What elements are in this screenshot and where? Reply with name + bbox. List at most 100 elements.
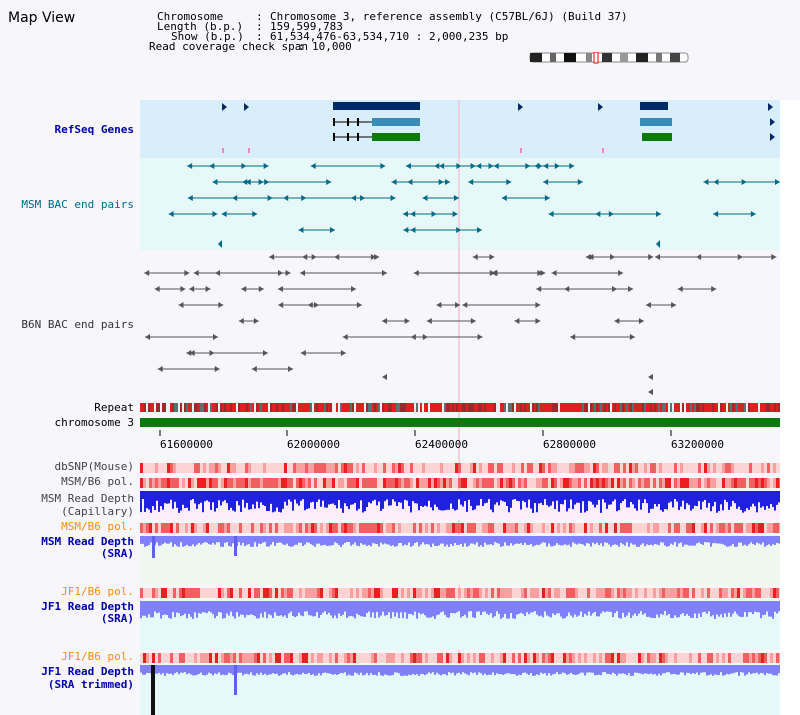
repeat-segment <box>376 403 378 412</box>
msm-depth-sra-bar <box>678 536 680 544</box>
msm-depth-cap-bar <box>760 491 762 508</box>
jf1-depth-sra-bar <box>424 601 426 616</box>
jf1-b6-pol-cell <box>344 588 347 598</box>
dbsnp-cell <box>347 463 350 473</box>
msm-b6-pol2-cell <box>221 523 224 533</box>
jf1-depth-sra-bar <box>422 601 424 614</box>
msm-depth-sra-bar <box>638 536 640 547</box>
msm-b6-pol-cell <box>329 478 332 488</box>
jf1-depth-trim-bar <box>690 665 692 675</box>
msm-b6-pol-cell <box>701 478 704 488</box>
msm-depth-sra-bar <box>546 536 548 547</box>
dbsnp-cell <box>623 463 626 473</box>
msm-depth-cap-bar <box>518 491 520 502</box>
repeat-segment <box>610 403 612 412</box>
msm-b6-pol2-cell <box>605 523 608 533</box>
jf1-b6-pol-cell <box>626 588 629 598</box>
dbsnp-cell <box>149 463 152 473</box>
jf1-b6-pol2-cell <box>761 653 764 663</box>
dbsnp-cell <box>248 463 251 473</box>
jf1-b6-pol-cell <box>215 588 218 598</box>
repeat-segment <box>716 403 718 412</box>
msm-depth-sra-bar <box>654 536 656 544</box>
jf1-depth-trim-bar <box>736 665 738 673</box>
dbsnp-cell <box>542 463 545 473</box>
msm-b6-pol-cell <box>179 478 182 488</box>
msm-depth-sra-bar <box>344 536 346 543</box>
jf1-depth-sra-bar <box>188 601 190 615</box>
jf1-depth-trim-bar <box>348 665 350 675</box>
msm-bac-pair-end <box>476 227 482 233</box>
msm-bac-pair-end <box>212 211 218 217</box>
jf1-b6-pol-cell <box>692 588 695 598</box>
msm-depth-cap-bar <box>148 491 150 510</box>
msm-b6-pol-cell <box>431 478 434 488</box>
msm-depth-sra-bar <box>490 536 492 545</box>
msm-depth-sra-bar <box>694 536 696 546</box>
jf1-depth-sra-bar <box>700 601 702 617</box>
msm-depth-cap-bar <box>598 491 600 500</box>
jf1-depth-trim-bar <box>682 665 684 673</box>
repeat-segment <box>182 403 184 412</box>
msm-depth-cap-bar <box>296 491 298 504</box>
b6n-bac-pair-end <box>612 286 618 292</box>
jf1-depth-trim-bar <box>756 665 758 673</box>
jf1-depth-trim-bar <box>630 665 632 676</box>
chromosome-label: Chromosome <box>157 10 224 23</box>
msm-b6-pol-cell <box>761 478 764 488</box>
msm-b6-pol-cell <box>194 478 197 488</box>
jf1-b6-pol2-cell <box>713 653 716 663</box>
msm-depth-cap-bar <box>772 491 774 507</box>
repeat-segment <box>462 403 464 412</box>
jf1-depth-trim-bar <box>662 665 664 674</box>
msm-b6-pol2-cell <box>620 523 623 533</box>
dbsnp-cell <box>755 463 758 473</box>
chromosome-ideogram[interactable] <box>528 52 692 64</box>
msm-b6-pol2-cell <box>560 523 563 533</box>
msm-b6-pol-cell <box>293 478 296 488</box>
jf1-b6-pol2-cell <box>608 653 611 663</box>
jf1-depth-trim-bar <box>422 665 424 675</box>
refseq-gene <box>640 118 672 126</box>
jf1-depth-trim-bar <box>352 665 354 676</box>
msm-b6-pol2-cell <box>707 523 710 533</box>
msm-depth-sra-bar <box>738 536 740 543</box>
repeat-segment <box>400 403 402 412</box>
repeat-segment <box>658 403 660 412</box>
dbsnp-cell <box>434 463 437 473</box>
msm-b6-pol2-cell <box>647 523 650 533</box>
msm-b6-pol-cell <box>389 478 392 488</box>
msm-depth-sra-bar <box>618 536 620 547</box>
jf1-depth-sra-bar <box>580 601 582 612</box>
jf1-b6-pol-cell <box>749 588 752 598</box>
dbsnp-cell <box>572 463 575 473</box>
msm-b6-pol2-cell <box>686 523 689 533</box>
msm-b6-pol-cell <box>560 478 563 488</box>
jf1-depth-sra-bar <box>650 601 652 618</box>
jf1-b6-pol2-cell <box>335 653 338 663</box>
jf1-depth-trim-bar <box>528 665 530 675</box>
jf1-depth-sra-bar <box>744 601 746 613</box>
msm-depth-sra-bar <box>564 536 566 545</box>
msm-depth-cap-bar <box>460 491 462 505</box>
dbsnp-cell <box>587 463 590 473</box>
msm-depth-cap-bar <box>646 491 648 504</box>
repeat-segment <box>328 403 330 412</box>
msm-b6-pol-cell <box>230 478 233 488</box>
msm-depth-sra-bar <box>182 536 184 547</box>
jf1-depth-sra-bar <box>446 601 448 618</box>
msm-b6-pol2-cell <box>653 523 656 533</box>
msm-depth-cap-bar <box>194 491 196 504</box>
dbsnp-cell <box>308 463 311 473</box>
dbsnp-cell <box>167 463 170 473</box>
msm-depth-cap-bar <box>596 491 598 505</box>
jf1-depth-sra-bar <box>582 601 584 617</box>
dbsnp-cell <box>596 463 599 473</box>
repeat-segment <box>774 403 776 412</box>
repeat-segment <box>468 403 470 412</box>
msm-b6-pol-cell <box>599 478 602 488</box>
dbsnp-cell <box>527 463 530 473</box>
msm-depth-cap-bar <box>578 491 580 503</box>
jf1-depth-sra-bar <box>752 601 754 615</box>
